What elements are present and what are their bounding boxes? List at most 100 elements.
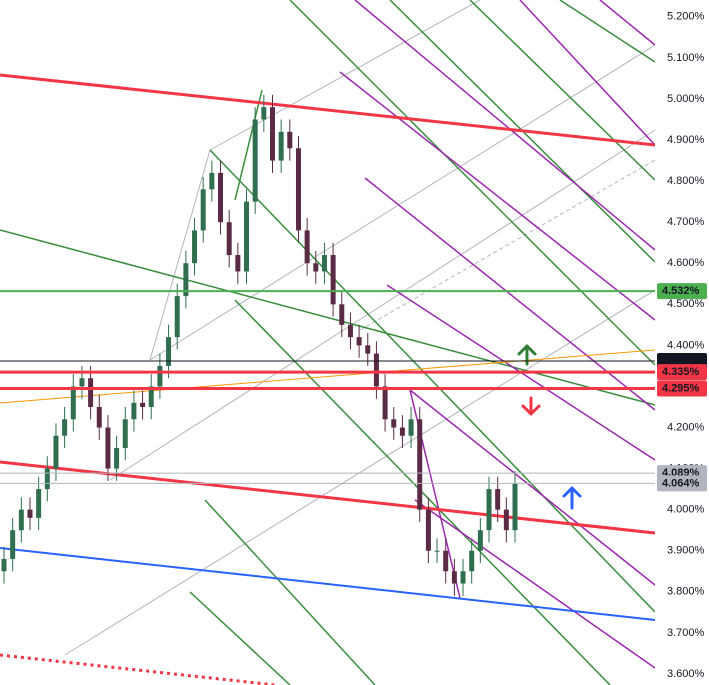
- trend-line: [109, 129, 656, 481]
- candle-body: [36, 489, 42, 518]
- candle-body: [373, 353, 379, 387]
- candle-body: [295, 148, 301, 231]
- candle-body: [1, 558, 7, 572]
- candle-body: [417, 419, 423, 510]
- y-tick-label: 4.500%: [667, 298, 705, 310]
- candle-body: [443, 550, 449, 572]
- candle-body: [469, 550, 475, 572]
- candle-body: [88, 378, 94, 407]
- candle-body: [235, 255, 241, 272]
- candle-body: [503, 509, 509, 531]
- price-tag: [657, 380, 707, 397]
- down-arrow: [521, 396, 541, 416]
- candle-body: [218, 172, 224, 223]
- candle-body: [209, 172, 215, 190]
- blue-trend-line: [0, 547, 656, 621]
- trend-line: [469, 0, 656, 181]
- candle-body: [356, 337, 362, 346]
- candle-body: [44, 468, 50, 490]
- candle-body: [313, 263, 319, 272]
- candle-body: [287, 131, 293, 149]
- candle-body: [226, 222, 232, 256]
- candle-body: [451, 571, 457, 584]
- candle-body: [512, 483, 518, 531]
- candle-body: [114, 448, 120, 469]
- trend-line: [519, 0, 656, 146]
- price-tag-label: 4.362%: [662, 355, 700, 367]
- y-tick-label: 4.900%: [667, 134, 705, 146]
- drawings: [0, 0, 656, 685]
- candle-body: [269, 107, 275, 161]
- candle-body: [18, 509, 24, 531]
- y-tick-label: 4.400%: [667, 339, 705, 351]
- gray-channel: [64, 0, 656, 656]
- y-tick-label: 5.100%: [667, 52, 705, 64]
- candle-body: [140, 402, 146, 407]
- candle-body: [122, 419, 128, 449]
- candle-body: [200, 189, 206, 231]
- candle-body: [261, 107, 267, 120]
- candle-body: [304, 230, 310, 264]
- price-tag-label: 4.335%: [662, 366, 700, 378]
- trend-line: [409, 389, 656, 586]
- price-tag-label: 4.532%: [662, 285, 700, 297]
- price-tag-label: 4.295%: [662, 382, 700, 394]
- candle-body: [339, 304, 345, 325]
- red-trend-line: [0, 73, 656, 147]
- y-tick-label: 4.000%: [667, 504, 705, 516]
- trend-line: [204, 499, 376, 685]
- candle-body: [252, 119, 258, 202]
- price-tag: [657, 475, 707, 492]
- candle-body: [347, 324, 353, 338]
- candle-body: [477, 530, 483, 551]
- candle-body: [96, 406, 102, 428]
- candles: [1, 94, 518, 596]
- y-tick-label: 4.800%: [667, 175, 705, 187]
- trend-line: [289, 0, 656, 366]
- up-arrow: [562, 486, 582, 510]
- trend-line: [149, 149, 211, 361]
- trend-line: [64, 289, 656, 656]
- trend-line: [599, 0, 656, 46]
- y-tick-label: 3.700%: [667, 627, 705, 639]
- trend-line: [559, 0, 656, 63]
- candle-body: [157, 365, 163, 387]
- y-tick-label: 3.900%: [667, 545, 705, 557]
- y-tick-label: 5.000%: [667, 93, 705, 105]
- y-tick-label: 3.800%: [667, 586, 705, 598]
- price-axis: [655, 0, 709, 685]
- trend-line: [359, 159, 656, 331]
- candle-body: [408, 419, 414, 436]
- candle-body: [131, 402, 137, 420]
- candle-body: [330, 255, 336, 305]
- price-tag: [657, 283, 707, 300]
- trend-line: [0, 229, 656, 406]
- candle-body: [278, 131, 284, 161]
- y-tick-label: 4.700%: [667, 216, 705, 228]
- candle-body: [399, 427, 405, 436]
- candle-body: [434, 550, 440, 552]
- candle-body: [53, 435, 59, 469]
- y-tick-label: 4.200%: [667, 421, 705, 433]
- candle-body: [244, 201, 250, 272]
- y-tick-label: 3.600%: [667, 668, 705, 680]
- green-fan: [0, 0, 656, 685]
- candle-body: [148, 386, 154, 407]
- candle-body: [460, 571, 466, 584]
- candle-body: [425, 509, 431, 551]
- trend-line: [234, 89, 263, 201]
- candle-body: [321, 255, 327, 272]
- candle-body: [105, 427, 111, 469]
- candle-body: [27, 509, 33, 518]
- red-dotted-line: [0, 653, 276, 685]
- price-tag: [657, 364, 707, 381]
- trend-line: [339, 71, 656, 321]
- trend-line: [149, 44, 656, 361]
- candle-body: [10, 530, 16, 559]
- price-tag-label: 4.064%: [662, 477, 700, 489]
- candle-body: [62, 419, 68, 436]
- trend-line: [414, 499, 656, 669]
- trend-line: [354, 0, 656, 251]
- candle-body: [382, 386, 388, 420]
